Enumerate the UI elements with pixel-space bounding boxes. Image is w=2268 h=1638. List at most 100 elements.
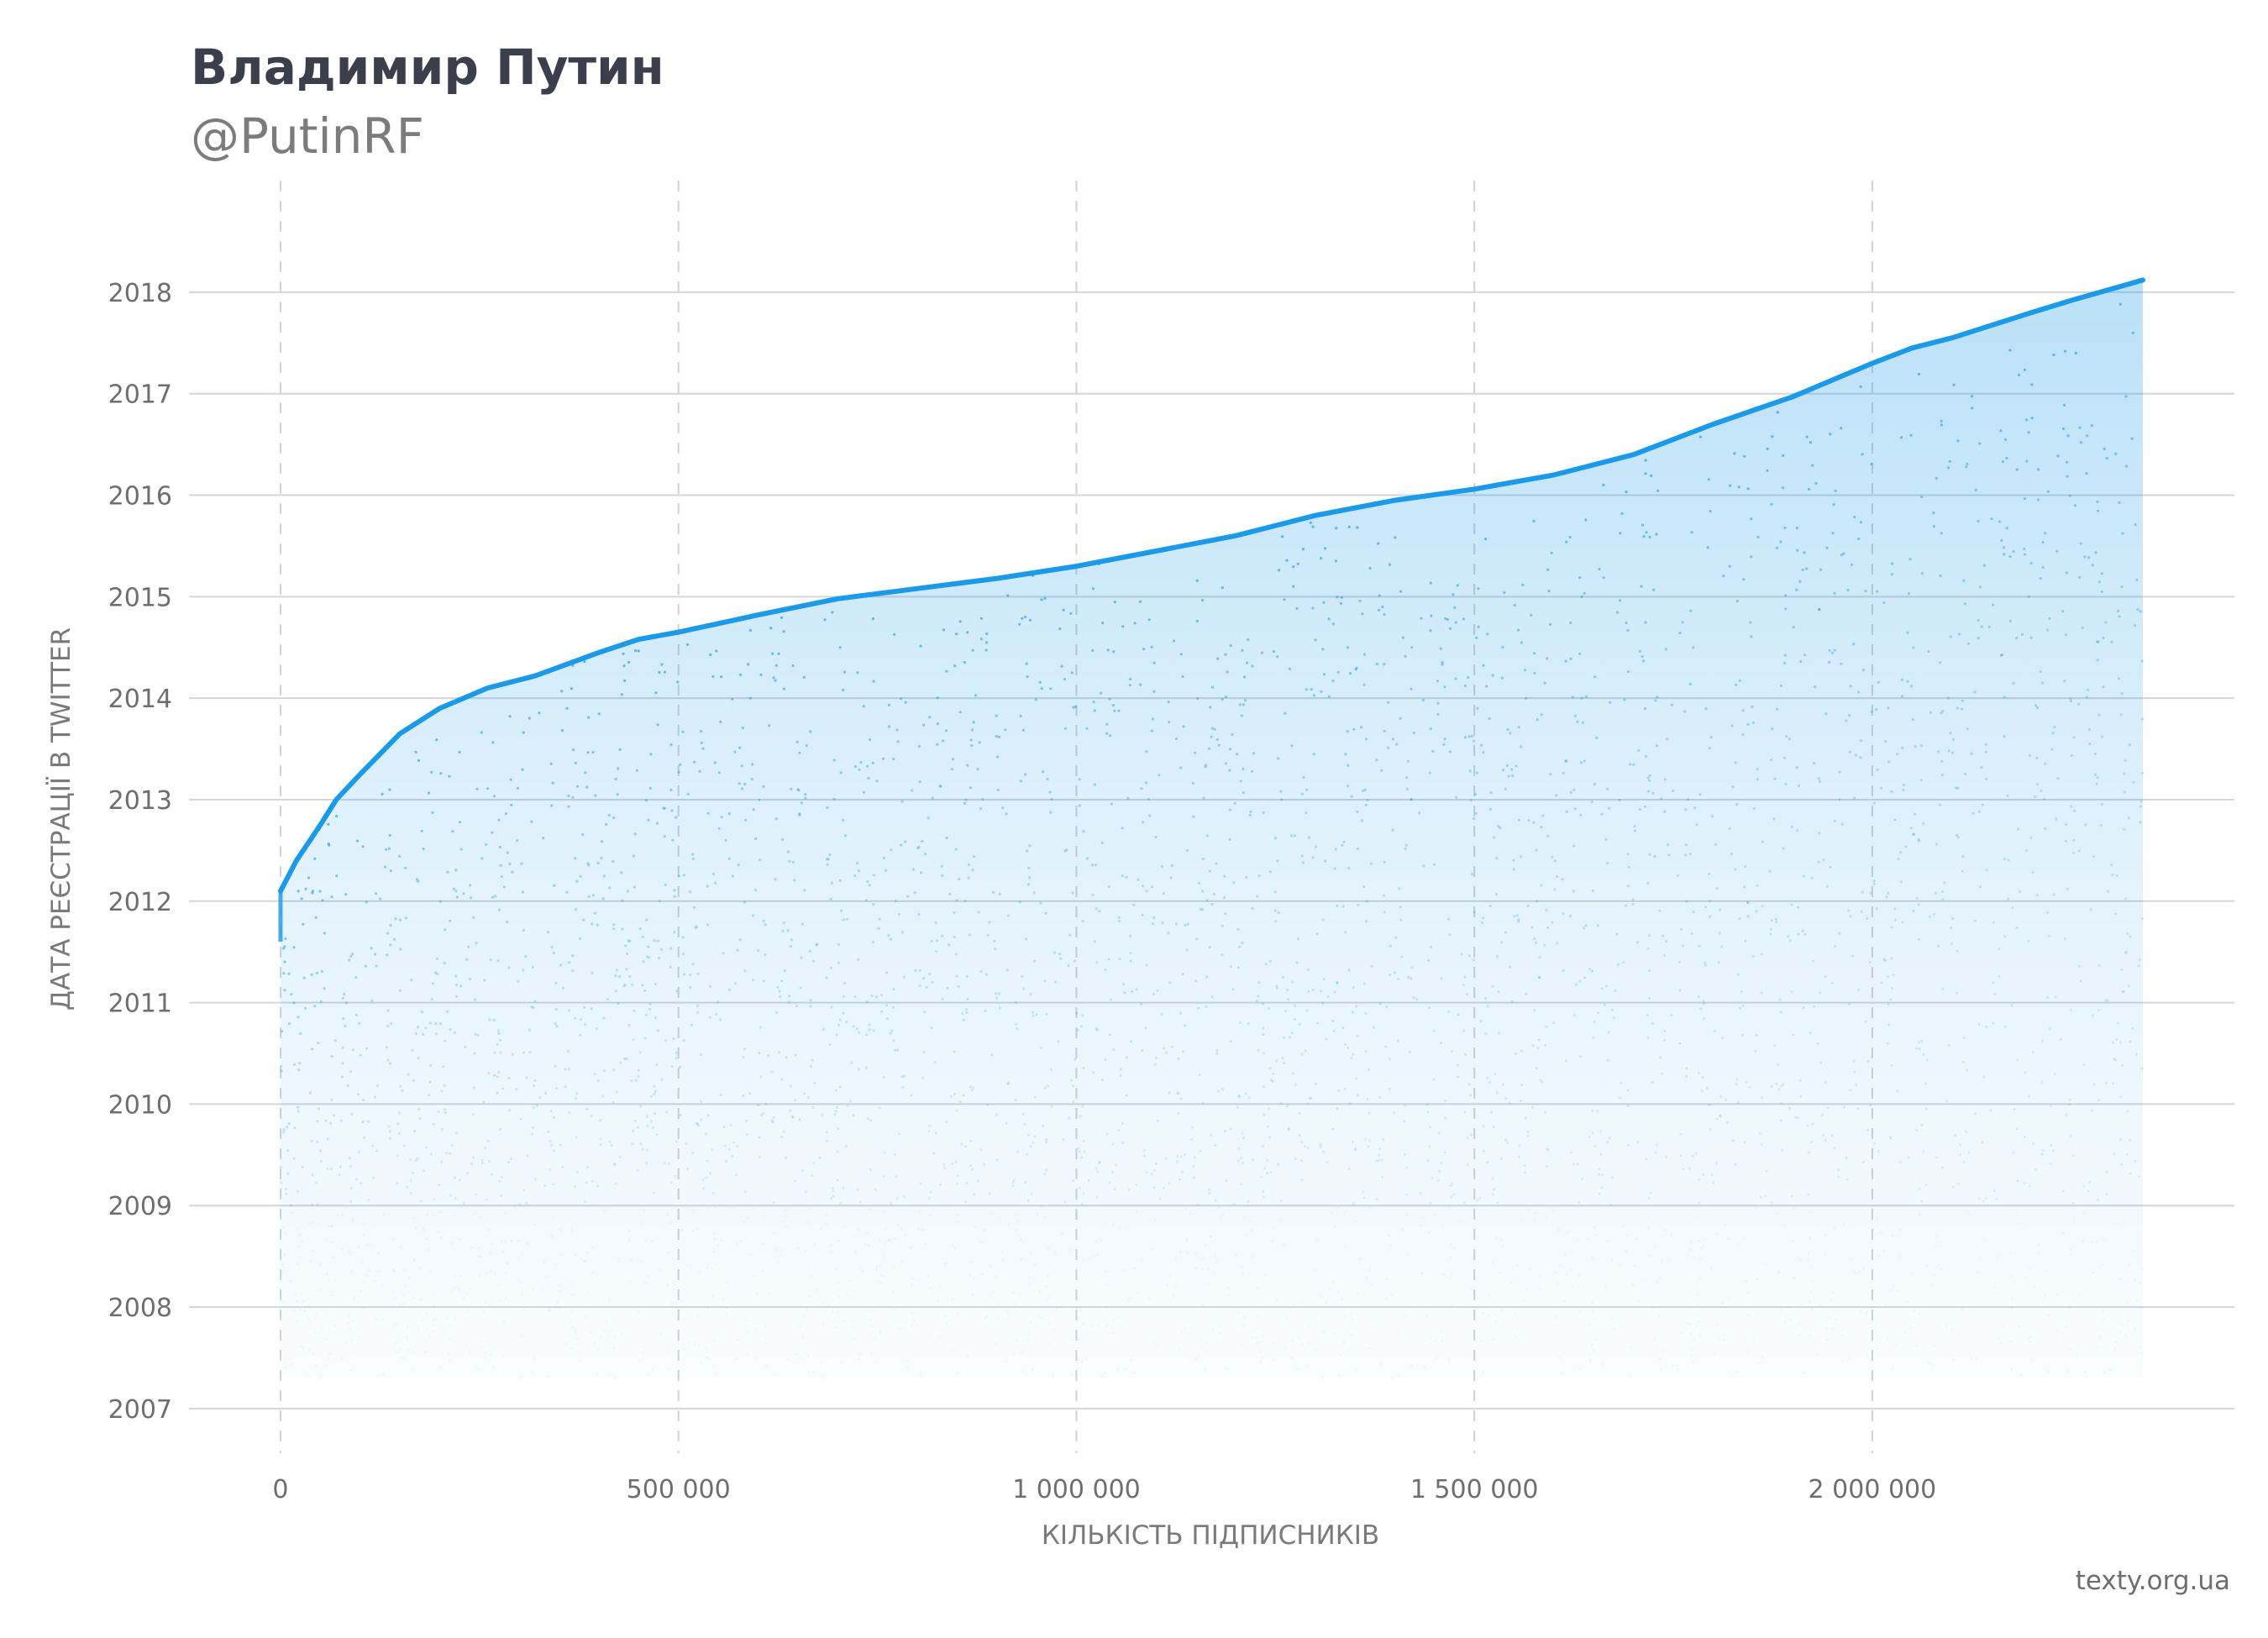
data-point bbox=[497, 1070, 501, 1074]
data-point bbox=[426, 1248, 429, 1252]
data-point bbox=[2027, 595, 2030, 598]
data-point bbox=[1147, 618, 1151, 622]
data-point bbox=[349, 1200, 353, 1204]
data-point bbox=[506, 851, 509, 854]
data-point bbox=[1059, 957, 1063, 960]
data-point bbox=[1680, 1331, 1683, 1335]
data-point bbox=[942, 1166, 946, 1170]
data-point bbox=[1137, 878, 1140, 881]
data-point bbox=[375, 964, 378, 968]
data-point bbox=[1026, 849, 1029, 853]
data-point bbox=[587, 864, 591, 867]
data-point bbox=[1128, 677, 1132, 681]
data-point bbox=[1893, 818, 1897, 822]
data-point bbox=[1606, 861, 1609, 865]
data-point bbox=[1913, 1310, 1916, 1313]
data-point bbox=[340, 1357, 344, 1360]
data-point bbox=[1142, 1148, 1146, 1152]
data-point bbox=[754, 837, 758, 841]
data-point bbox=[1705, 1086, 1709, 1089]
data-point bbox=[1331, 1019, 1335, 1023]
data-point bbox=[2024, 553, 2027, 556]
data-point bbox=[2101, 1310, 2104, 1313]
data-point bbox=[973, 855, 976, 858]
data-point bbox=[1100, 1239, 1103, 1242]
data-point bbox=[533, 1356, 537, 1359]
data-point bbox=[1156, 1119, 1160, 1122]
data-point bbox=[651, 1126, 655, 1130]
data-point bbox=[768, 724, 771, 727]
data-point bbox=[2053, 1073, 2056, 1076]
data-point bbox=[1479, 743, 1483, 747]
data-point bbox=[1025, 937, 1028, 941]
data-point bbox=[895, 1175, 898, 1179]
data-point bbox=[1029, 992, 1032, 995]
data-point bbox=[532, 1005, 535, 1010]
data-point bbox=[708, 1016, 712, 1019]
data-point bbox=[291, 1210, 295, 1214]
data-point bbox=[870, 1310, 874, 1313]
data-point bbox=[825, 976, 828, 979]
data-point bbox=[311, 1047, 314, 1051]
data-point bbox=[1840, 1359, 1844, 1362]
data-point bbox=[1755, 1206, 1758, 1210]
data-point bbox=[1970, 1357, 1973, 1361]
data-point bbox=[1305, 788, 1309, 791]
data-point bbox=[1623, 698, 1626, 701]
data-point bbox=[1447, 1205, 1451, 1208]
data-point bbox=[1217, 743, 1221, 747]
data-point bbox=[449, 1336, 452, 1340]
data-point bbox=[830, 1244, 833, 1247]
data-point bbox=[1905, 1300, 1908, 1304]
data-point bbox=[1190, 1126, 1194, 1129]
x-tick-labels: 0 500 000 1 000 000 1 500 000 2 000 000 bbox=[272, 1475, 1936, 1504]
data-point bbox=[1105, 1324, 1109, 1327]
data-point bbox=[570, 1310, 574, 1313]
data-point bbox=[984, 1228, 987, 1231]
data-point bbox=[1336, 904, 1339, 907]
data-point bbox=[906, 895, 910, 898]
data-point bbox=[1019, 714, 1022, 718]
data-point bbox=[2121, 532, 2124, 535]
data-point bbox=[1809, 441, 1812, 444]
data-point bbox=[1227, 1286, 1231, 1289]
data-point bbox=[1810, 1308, 1814, 1311]
data-point bbox=[702, 1187, 706, 1190]
data-point bbox=[1231, 732, 1234, 737]
data-point bbox=[625, 952, 629, 956]
data-point bbox=[1348, 672, 1352, 675]
data-point bbox=[480, 1340, 483, 1343]
data-point bbox=[654, 691, 658, 695]
data-point bbox=[1999, 1341, 2003, 1344]
data-point bbox=[1486, 1076, 1489, 1079]
data-point bbox=[781, 929, 785, 932]
data-point bbox=[330, 1225, 333, 1228]
data-point bbox=[1608, 806, 1611, 810]
data-point bbox=[1974, 488, 1977, 491]
data-point bbox=[631, 983, 634, 986]
data-point bbox=[612, 1163, 616, 1166]
data-point bbox=[1565, 759, 1568, 763]
data-point bbox=[1247, 1022, 1250, 1026]
data-point bbox=[1352, 727, 1356, 731]
data-point bbox=[804, 793, 807, 796]
data-point bbox=[458, 1179, 461, 1182]
data-point bbox=[582, 1005, 586, 1009]
data-point bbox=[1499, 1238, 1503, 1242]
data-point bbox=[1663, 1029, 1667, 1032]
data-point bbox=[758, 1136, 761, 1139]
data-point bbox=[528, 1028, 532, 1032]
data-point bbox=[1351, 1011, 1354, 1014]
data-point bbox=[318, 1263, 322, 1267]
data-point bbox=[2047, 934, 2050, 937]
data-point bbox=[891, 1290, 895, 1294]
data-point bbox=[1201, 1304, 1205, 1307]
data-point bbox=[971, 1168, 974, 1171]
data-point bbox=[1999, 429, 2003, 433]
data-point bbox=[1509, 1281, 1513, 1284]
data-point bbox=[311, 891, 314, 895]
data-point bbox=[1659, 1276, 1662, 1279]
data-point bbox=[1104, 969, 1107, 972]
data-point bbox=[1341, 1297, 1344, 1301]
data-point bbox=[1176, 1155, 1179, 1158]
